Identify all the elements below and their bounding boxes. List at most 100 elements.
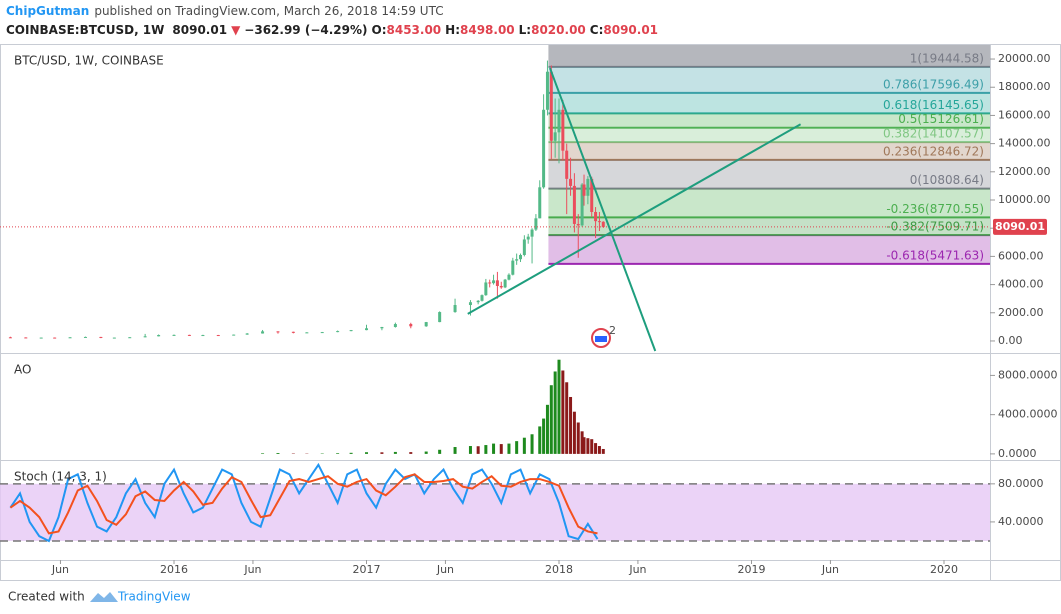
ao-bar [515, 441, 519, 454]
ao-bar [453, 447, 457, 454]
candle-body [530, 229, 534, 237]
y-tick-label: 2000.00 [998, 306, 1044, 319]
candle-body [561, 109, 565, 151]
author[interactable]: ChipGutman [6, 4, 89, 18]
candle-body [492, 280, 496, 284]
tradingview-logo [90, 592, 118, 602]
x-tick-label: Jun [821, 563, 839, 576]
y-tick-label: 8000.0000 [998, 368, 1058, 381]
fib-top-fill [548, 45, 990, 67]
candle-body [511, 260, 515, 275]
candle-body [495, 280, 499, 286]
pane-title: BTC/USD, 1W, COINBASE [14, 54, 164, 68]
y-tick-label: 80.0000 [998, 477, 1044, 490]
candle-body [572, 185, 576, 224]
trend-line [549, 67, 657, 352]
open: 8453.00 [387, 23, 442, 37]
high: 8498.00 [460, 23, 515, 37]
candle-body [305, 332, 309, 334]
event-count: 2 [609, 324, 616, 337]
candle-body [172, 334, 176, 336]
ao-bar [336, 453, 340, 454]
candle-body [112, 337, 116, 339]
fib-band [548, 142, 990, 160]
candle-body [424, 322, 428, 327]
ao-bar [276, 453, 280, 454]
candle-body [380, 327, 384, 329]
ao-bar [580, 431, 584, 454]
fib-label: 0.786(17596.49) [883, 77, 984, 91]
candle-body [128, 337, 132, 339]
candle-body [549, 71, 553, 141]
candle-body [245, 333, 249, 335]
candle-body [409, 324, 413, 327]
candle-body [590, 178, 594, 212]
ao-bar [594, 443, 598, 454]
candle-body [187, 334, 191, 336]
fib-label: 0.618(16145.65) [883, 98, 984, 112]
candle-body [586, 178, 590, 196]
y-tick-label: 4000.00 [998, 278, 1044, 291]
last-price-box [993, 218, 1047, 235]
ao-bar [365, 452, 369, 454]
candle-body [83, 336, 87, 338]
candle-body [569, 178, 573, 186]
candle-body [8, 337, 12, 339]
ao-bar [542, 418, 546, 454]
change: −362.99 (−4.29%) [244, 23, 367, 37]
ao-bar [545, 404, 549, 454]
fib-label: -0.618(5471.63) [886, 248, 984, 262]
ao-bar [565, 382, 569, 454]
fib-band [548, 217, 990, 236]
x-tick-label: Jun [51, 563, 69, 576]
candle-body [365, 328, 369, 331]
pane [261, 359, 605, 454]
y-tick-label: 12000.00 [998, 165, 1051, 178]
ao-bar [530, 434, 534, 454]
fib-band [548, 159, 990, 189]
candle-body [99, 336, 103, 338]
y-tick-label: 10000.00 [998, 193, 1051, 206]
pane-title: Stoch (14, 3, 1) [14, 470, 107, 484]
trend-line [467, 123, 802, 315]
candle-body [68, 337, 72, 339]
candle-body [276, 331, 280, 333]
x-tick-label: 2019 [737, 563, 765, 576]
candle-body [216, 335, 220, 337]
y-tick-label: 0.0000 [998, 447, 1037, 460]
candle-body [580, 184, 584, 226]
candle-body [553, 132, 557, 141]
candle-body [438, 312, 442, 323]
candle-body [503, 279, 507, 288]
fib-label: 1(19444.58) [910, 51, 984, 65]
ao-bar [549, 385, 553, 454]
footer-brand[interactable]: TradingView [117, 590, 191, 604]
ao-bar [393, 451, 397, 454]
ao-bar [409, 452, 413, 454]
band-fill [0, 483, 990, 541]
open-label: O: [372, 23, 387, 37]
candle-body [320, 332, 324, 334]
y-tick-label: 14000.00 [998, 137, 1051, 150]
ao-bar [484, 445, 488, 454]
fib-label: 0(10808.64) [910, 173, 984, 187]
candle-body [261, 331, 265, 334]
ao-bar [572, 411, 576, 454]
candle-body [534, 218, 538, 230]
events-badge[interactable]: 2 [591, 324, 616, 348]
x-tick-label: 2017 [353, 563, 381, 576]
ao-bar [468, 446, 472, 454]
ao-bar [597, 446, 601, 454]
ao-bar [522, 437, 526, 454]
low: 8020.00 [531, 23, 586, 37]
y-tick-label: 6000.00 [998, 249, 1044, 262]
event-flag-icon [595, 336, 607, 342]
candle-body [499, 285, 503, 288]
candle-body [157, 335, 161, 337]
candle-body [143, 336, 147, 338]
candle-body [468, 302, 472, 306]
candle-body [484, 282, 488, 296]
fib-band [548, 188, 990, 218]
